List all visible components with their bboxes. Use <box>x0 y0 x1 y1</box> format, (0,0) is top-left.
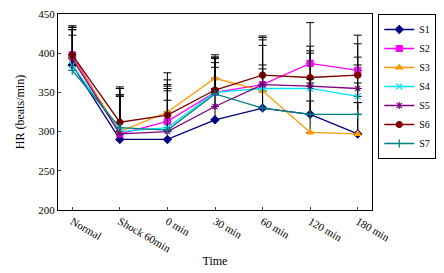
svg-text:450: 450 <box>38 8 55 20</box>
svg-text:Time: Time <box>203 254 228 268</box>
svg-text:Shock 60min: Shock 60min <box>116 215 173 255</box>
svg-text:S3: S3 <box>419 62 430 73</box>
svg-text:120 min: 120 min <box>306 215 344 244</box>
svg-text:Normal: Normal <box>69 215 104 242</box>
svg-text:S4: S4 <box>419 81 430 92</box>
svg-text:200: 200 <box>38 204 55 216</box>
svg-text:60 min: 60 min <box>259 215 292 241</box>
svg-text:S1: S1 <box>419 24 430 35</box>
svg-text:300: 300 <box>38 125 55 137</box>
svg-text:S2: S2 <box>419 43 430 54</box>
svg-text:0 min: 0 min <box>164 215 192 238</box>
svg-text:30 min: 30 min <box>211 215 244 241</box>
svg-text:S5: S5 <box>419 100 430 111</box>
svg-text:400: 400 <box>38 47 55 59</box>
svg-text:180 min: 180 min <box>354 215 392 244</box>
svg-text:HR (beats/min): HR (beats/min) <box>13 75 27 149</box>
svg-text:350: 350 <box>38 86 55 98</box>
svg-text:250: 250 <box>38 165 55 177</box>
svg-text:S7: S7 <box>419 138 430 149</box>
svg-text:S6: S6 <box>419 119 430 130</box>
